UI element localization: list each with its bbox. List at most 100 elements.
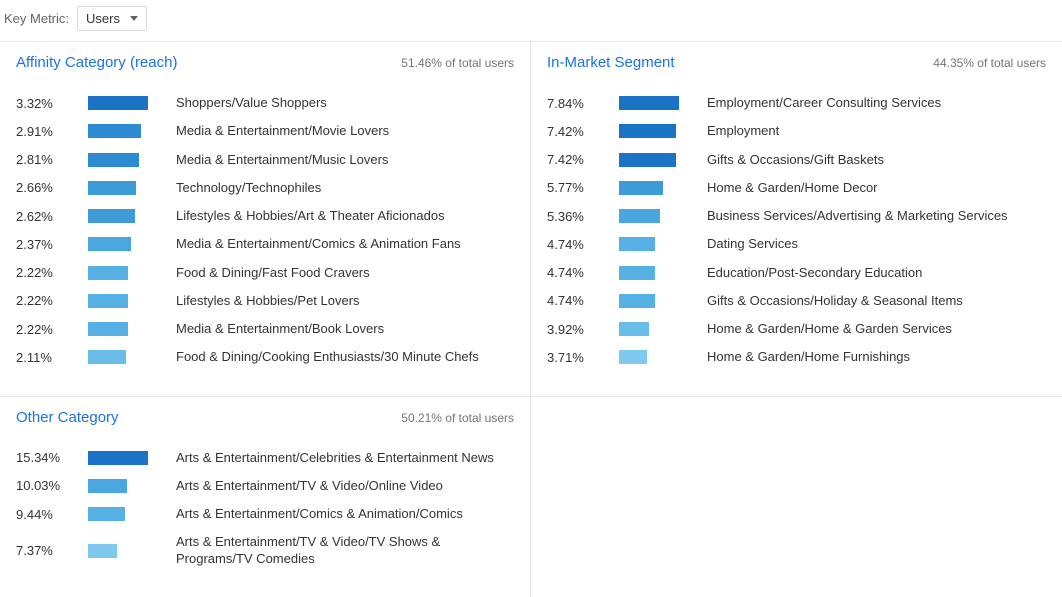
row-label: Arts & Entertainment/Comics & Animation/…: [168, 506, 514, 522]
row-bar: [619, 294, 655, 308]
row-bar: [619, 124, 676, 138]
row-bar-wrap: [88, 209, 168, 223]
row-bar-wrap: [88, 181, 168, 195]
row-bar: [88, 153, 139, 167]
data-row[interactable]: 15.34%Arts & Entertainment/Celebrities &…: [16, 450, 514, 466]
data-row[interactable]: 2.81%Media & Entertainment/Music Lovers: [16, 152, 514, 168]
data-row[interactable]: 7.42%Gifts & Occasions/Gift Baskets: [547, 152, 1046, 168]
row-bar-wrap: [88, 266, 168, 280]
row-percent: 7.42%: [547, 124, 619, 139]
row-percent: 2.22%: [16, 322, 88, 337]
row-bar: [619, 237, 655, 251]
metric-select[interactable]: Users: [77, 6, 147, 31]
row-bar-wrap: [619, 237, 699, 251]
row-bar: [88, 96, 148, 110]
row-bar-wrap: [88, 322, 168, 336]
panel-title-other[interactable]: Other Category: [16, 409, 119, 426]
row-label: Home & Garden/Home Furnishings: [699, 349, 1046, 365]
row-bar: [88, 507, 125, 521]
data-row[interactable]: 2.62%Lifestyles & Hobbies/Art & Theater …: [16, 208, 514, 224]
row-bar-wrap: [88, 350, 168, 364]
data-row[interactable]: 5.77% Home & Garden/Home Decor: [547, 180, 1046, 196]
row-bar-wrap: [88, 153, 168, 167]
data-row[interactable]: 4.74%Gifts & Occasions/Holiday & Seasona…: [547, 293, 1046, 309]
row-percent: 7.84%: [547, 96, 619, 111]
data-row[interactable]: 2.66% Technology/Technophiles: [16, 180, 514, 196]
row-label: Technology/Technophiles: [168, 180, 514, 196]
row-percent: 2.91%: [16, 124, 88, 139]
row-bar: [88, 479, 127, 493]
panel-subtitle: 50.21% of total users: [401, 411, 514, 425]
data-row[interactable]: 5.36% Business Services/Advertising & Mar…: [547, 208, 1046, 224]
row-label: Home & Garden/Home Decor: [699, 180, 1046, 196]
row-label: Shoppers/Value Shoppers: [168, 95, 514, 111]
data-row[interactable]: 2.11%Food & Dining/Cooking Enthusiasts/3…: [16, 349, 514, 365]
row-label: Media & Entertainment/Music Lovers: [168, 152, 514, 168]
row-label: Education/Post-Secondary Education: [699, 265, 1046, 281]
data-row[interactable]: 7.37%Arts & Entertainment/TV & Video/TV …: [16, 534, 514, 567]
key-metric-label: Key Metric:: [4, 11, 69, 26]
panels-grid: Affinity Category (reach) 51.46% of tota…: [0, 41, 1062, 597]
row-label: Lifestyles & Hobbies/Art & Theater Afici…: [168, 208, 514, 224]
row-bar-wrap: [88, 507, 168, 521]
row-percent: 3.32%: [16, 96, 88, 111]
row-bar: [88, 181, 136, 195]
row-percent: 5.36%: [547, 209, 619, 224]
row-bar: [88, 237, 131, 251]
panel-empty: [531, 396, 1062, 597]
data-row[interactable]: 2.22% Food & Dining/Fast Food Cravers: [16, 265, 514, 281]
panel-title-inmarket[interactable]: In-Market Segment: [547, 54, 675, 71]
panel-header: Affinity Category (reach) 51.46% of tota…: [16, 54, 514, 71]
row-bar-wrap: [619, 181, 699, 195]
row-bar-wrap: [619, 209, 699, 223]
row-bar: [619, 96, 679, 110]
row-bar: [619, 153, 676, 167]
data-row[interactable]: 9.44% Arts & Entertainment/Comics & Anima…: [16, 506, 514, 522]
data-row[interactable]: 2.91%Media & Entertainment/Movie Lovers: [16, 123, 514, 139]
row-bar-wrap: [619, 322, 699, 336]
row-percent: 2.22%: [16, 265, 88, 280]
row-label: Employment: [699, 123, 1046, 139]
data-row[interactable]: 2.22%Media & Entertainment/Book Lovers: [16, 321, 514, 337]
panel-title-affinity[interactable]: Affinity Category (reach): [16, 54, 177, 71]
row-bar: [88, 124, 141, 138]
panel-rows: 15.34%Arts & Entertainment/Celebrities &…: [16, 450, 514, 567]
data-row[interactable]: 3.71%Home & Garden/Home Furnishings: [547, 349, 1046, 365]
data-row[interactable]: 7.42% Employment: [547, 123, 1046, 139]
row-label: Business Services/Advertising & Marketin…: [699, 208, 1046, 224]
data-row[interactable]: 3.92%Home & Garden/Home & Garden Service…: [547, 321, 1046, 337]
panel-rows: 3.32%Shoppers/Value Shoppers2.91%Media &…: [16, 95, 514, 366]
row-percent: 9.44%: [16, 507, 88, 522]
row-percent: 4.74%: [547, 265, 619, 280]
row-label: Dating Services: [699, 236, 1046, 252]
row-bar-wrap: [88, 96, 168, 110]
row-label: Media & Entertainment/Comics & Animation…: [168, 236, 514, 252]
data-row[interactable]: 3.32% Shoppers/Value Shoppers: [16, 95, 514, 111]
row-bar-wrap: [619, 294, 699, 308]
row-percent: 15.34%: [16, 450, 88, 465]
row-percent: 4.74%: [547, 237, 619, 252]
row-label: Lifestyles & Hobbies/Pet Lovers: [168, 293, 514, 309]
panel-inmarket: In-Market Segment 44.35% of total users …: [531, 41, 1062, 396]
data-row[interactable]: 2.22%Lifestyles & Hobbies/Pet Lovers: [16, 293, 514, 309]
data-row[interactable]: 4.74% Education/Post-Secondary Education: [547, 265, 1046, 281]
data-row[interactable]: 10.03%Arts & Entertainment/TV & Video/On…: [16, 478, 514, 494]
row-percent: 2.37%: [16, 237, 88, 252]
panel-subtitle: 44.35% of total users: [933, 56, 1046, 70]
row-bar: [619, 350, 647, 364]
row-bar: [619, 209, 660, 223]
row-bar: [619, 322, 649, 336]
row-label: Home & Garden/Home & Garden Services: [699, 321, 1046, 337]
row-bar-wrap: [88, 451, 168, 465]
row-label: Food & Dining/Fast Food Cravers: [168, 265, 514, 281]
row-percent: 10.03%: [16, 478, 88, 493]
row-percent: 2.66%: [16, 180, 88, 195]
row-bar: [88, 209, 135, 223]
data-row[interactable]: 2.37% Media & Entertainment/Comics & Anim…: [16, 236, 514, 252]
row-label: Employment/Career Consulting Services: [699, 95, 1046, 111]
row-percent: 5.77%: [547, 180, 619, 195]
data-row[interactable]: 4.74% Dating Services: [547, 236, 1046, 252]
row-bar-wrap: [619, 350, 699, 364]
metric-select-value: Users: [86, 11, 120, 26]
data-row[interactable]: 7.84% Employment/Career Consulting Servic…: [547, 95, 1046, 111]
